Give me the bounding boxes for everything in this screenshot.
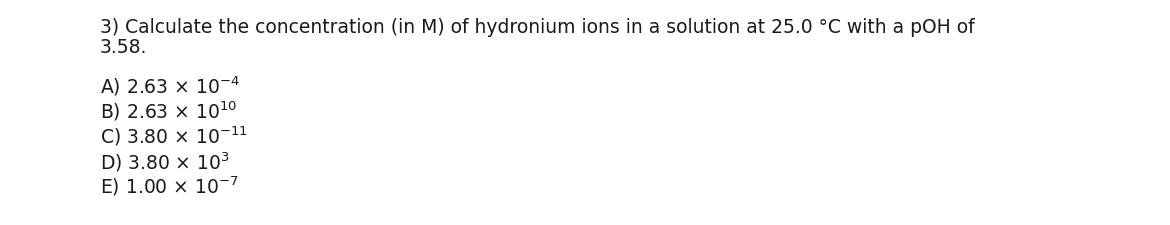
Text: B) 2.63 × $\mathregular{10^{10}}$: B) 2.63 × $\mathregular{10^{10}}$ (99, 99, 238, 123)
Text: 3) Calculate the concentration (in M) of hydronium ions in a solution at 25.0 °C: 3) Calculate the concentration (in M) of… (99, 18, 975, 37)
Text: E) 1.00 × $\mathregular{10^{-7}}$: E) 1.00 × $\mathregular{10^{-7}}$ (99, 174, 239, 198)
Text: D) 3.80 × $\mathregular{10^{3}}$: D) 3.80 × $\mathregular{10^{3}}$ (99, 149, 229, 173)
Text: C) 3.80 × $\mathregular{10^{-11}}$: C) 3.80 × $\mathregular{10^{-11}}$ (99, 124, 248, 148)
Text: 3.58.: 3.58. (99, 38, 147, 57)
Text: A) 2.63 × $\mathregular{10^{-4}}$: A) 2.63 × $\mathregular{10^{-4}}$ (99, 75, 240, 98)
